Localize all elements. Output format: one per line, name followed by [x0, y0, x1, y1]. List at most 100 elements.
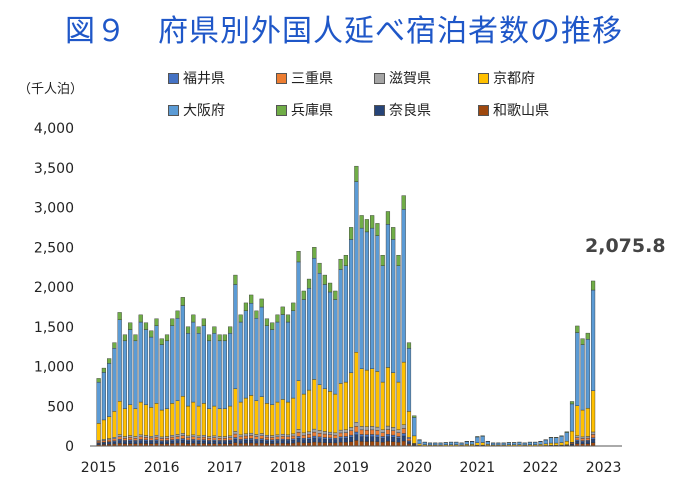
bar-segment: [401, 361, 406, 425]
bar-segment: [201, 440, 206, 444]
bar-segment: [322, 431, 327, 435]
bar-segment: [327, 391, 333, 433]
bar-month: [312, 247, 317, 447]
bar-segment: [149, 436, 154, 439]
bar-segment: [375, 436, 380, 442]
x-tick-label: 2018: [270, 460, 306, 476]
bar-segment: [180, 297, 185, 306]
bar-segment: [285, 434, 291, 438]
bar-segment: [517, 442, 522, 445]
bar-month: [370, 215, 375, 447]
y-tick-label: 1,000: [34, 360, 74, 376]
bar-segment: [391, 430, 396, 436]
bar-segment: [380, 381, 385, 430]
bar-segment: [585, 441, 590, 444]
bar-month: [306, 278, 312, 447]
bar-segment: [243, 302, 249, 311]
bar-segment: [228, 333, 233, 407]
bar-month: [470, 441, 475, 447]
bar-segment: [338, 436, 343, 439]
bar-segment: [159, 436, 164, 439]
bar-segment: [480, 435, 485, 437]
bar-segment: [117, 312, 122, 320]
bar-segment: [306, 389, 312, 433]
bar-segment: [338, 383, 343, 431]
bar-month: [222, 334, 227, 447]
bar-segment: [285, 401, 291, 436]
bar-segment: [275, 436, 280, 440]
bar-segment: [291, 433, 296, 437]
x-axis: 2015 2016 2017 2018 2019 2020 2021 2022 2023: [81, 445, 622, 476]
bar-segment: [385, 441, 391, 447]
bar-segment: [391, 239, 396, 373]
bar-segment: [375, 223, 380, 236]
legend-swatch: [168, 105, 179, 116]
bar-month: [138, 314, 143, 447]
bar-segment: [543, 439, 548, 445]
bar-segment: [254, 436, 259, 440]
bar-month: [448, 441, 454, 447]
bar-month: [233, 274, 238, 447]
bar-segment: [249, 294, 254, 304]
bar-segment: [527, 442, 533, 445]
bar-segment: [143, 437, 149, 441]
bar-month: [170, 318, 175, 447]
bar-month: [385, 211, 391, 447]
bar-segment: [233, 433, 238, 438]
bar-month: [117, 312, 122, 447]
bar-segment: [122, 441, 128, 444]
bar-segment: [349, 239, 354, 373]
bar-segment: [370, 441, 375, 447]
bar-segment: [364, 441, 369, 447]
bar-segment: [296, 429, 301, 433]
bar-segment: [327, 437, 333, 440]
bar-segment: [264, 436, 270, 440]
bar-segment: [590, 437, 596, 440]
bar-segment: [312, 437, 317, 443]
bar-month: [333, 290, 338, 447]
bar-segment: [585, 407, 590, 437]
bar-segment: [354, 352, 359, 423]
bar-month: [270, 322, 275, 447]
bar-segment: [238, 314, 243, 323]
bar-segment: [280, 306, 285, 315]
legend-item-hyogo: 兵庫県: [276, 100, 333, 120]
bar-segment: [475, 436, 480, 438]
bar-month: [212, 326, 217, 447]
bar-segment: [475, 436, 480, 444]
bar-segment: [175, 439, 180, 441]
bar-segment: [370, 227, 375, 369]
bar-segment: [548, 442, 554, 446]
bar-segment: [264, 403, 270, 436]
bar-segment: [370, 368, 375, 427]
bar-segment: [128, 435, 133, 438]
bar-month: [343, 254, 348, 447]
bar-segment: [101, 442, 106, 445]
bar-month: [175, 310, 180, 447]
bar-segment: [249, 439, 254, 444]
y-tick-label: 3,500: [34, 161, 74, 177]
bar-segment: [575, 332, 580, 406]
bars: [96, 165, 596, 447]
bar-month: [485, 441, 490, 447]
bar-segment: [370, 426, 375, 431]
chart-title: 図９ 府県別外国人延べ宿泊者数の推移: [65, 14, 623, 49]
bar-month: [422, 441, 427, 447]
bar-segment: [396, 265, 401, 383]
bar-segment: [306, 278, 312, 289]
bar-segment: [475, 442, 480, 446]
y-tick-label: 3,000: [34, 201, 74, 217]
bar-segment: [364, 219, 369, 233]
bar-segment: [280, 433, 285, 437]
bar-segment: [249, 303, 254, 396]
bar-segment: [133, 436, 138, 439]
bar-segment: [264, 440, 270, 444]
bar-segment: [270, 437, 275, 441]
bar-segment: [333, 438, 338, 440]
y-tick-label: 2,500: [34, 240, 74, 256]
bar-month: [580, 338, 585, 447]
bar-segment: [107, 442, 112, 445]
bar-segment: [538, 441, 543, 445]
bar-segment: [180, 305, 185, 397]
bar-month: [480, 435, 485, 447]
